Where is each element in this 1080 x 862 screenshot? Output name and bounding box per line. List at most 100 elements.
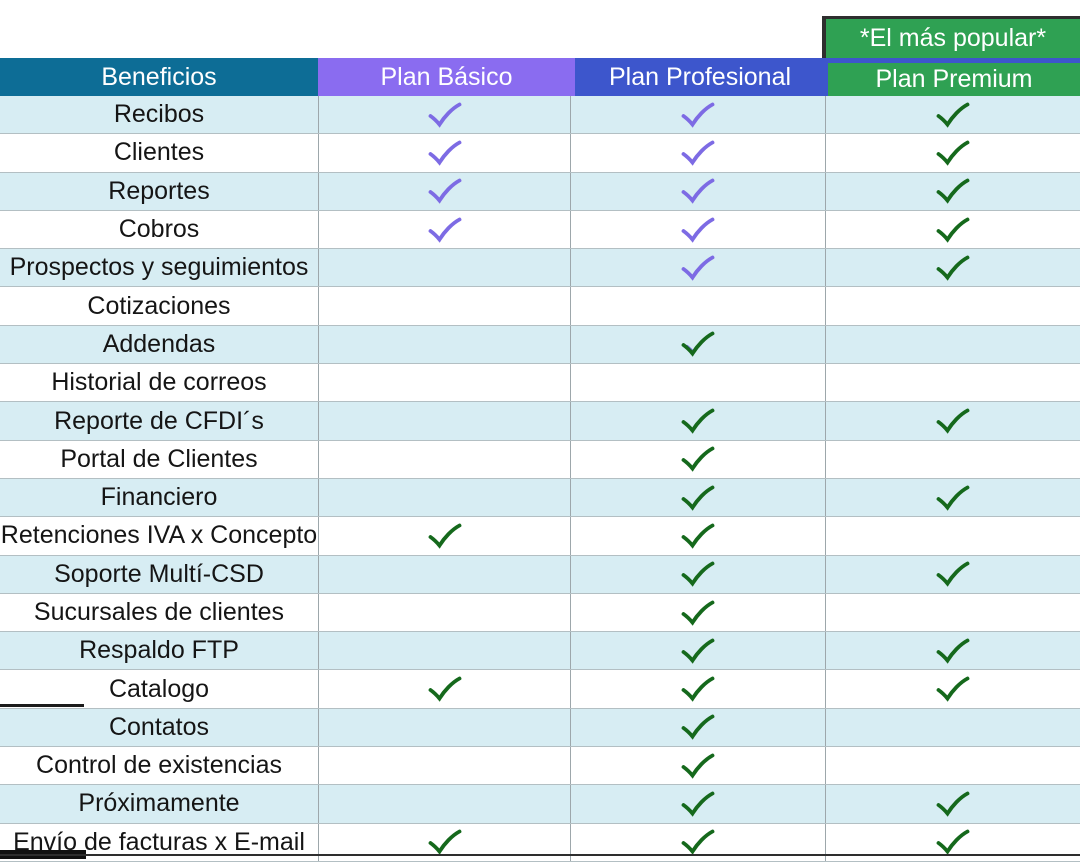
plan-profesional-cell xyxy=(570,440,825,478)
row-label: Soporte Multí-CSD xyxy=(54,559,264,588)
row-label: Cobros xyxy=(118,215,200,244)
row-label: Catalogo xyxy=(108,674,210,703)
header-cell-plan-basico: Plan Básico xyxy=(318,58,575,96)
plan-profesional-cell xyxy=(570,593,825,632)
header-cell-beneficios: Beneficios xyxy=(0,58,318,96)
plan-premium-cell xyxy=(825,440,1080,478)
table-row: Clientes xyxy=(0,134,1080,173)
plan-profesional-cell xyxy=(570,134,825,172)
table-row: Recibos xyxy=(0,96,1080,135)
plan-basico-cell xyxy=(318,593,570,632)
check-icon-green xyxy=(936,676,970,702)
most-popular-banner-label: *El más popular* xyxy=(859,24,1047,52)
check-icon-green xyxy=(936,829,970,856)
row-label: Recibos xyxy=(113,100,205,129)
plan-basico-cell xyxy=(318,402,570,440)
check-icon-purple xyxy=(428,102,461,128)
check-icon-green xyxy=(681,829,715,856)
table-row: Respaldo FTP xyxy=(0,632,1080,671)
plan-basico-cell xyxy=(318,632,570,670)
header-label-plan-profesional: Plan Profesional xyxy=(608,62,792,91)
most-popular-banner: *El más popular* xyxy=(822,16,1080,58)
plan-profesional-cell xyxy=(570,823,825,861)
row-label: Próximamente xyxy=(78,789,240,818)
table-row: Prospectos y seguimientos xyxy=(0,249,1080,288)
row-label: Prospectos y seguimientos xyxy=(9,253,309,282)
plan-profesional-cell xyxy=(570,517,825,555)
plan-basico-cell xyxy=(318,364,570,402)
plan-premium-cell xyxy=(825,632,1080,670)
check-icon-purple xyxy=(428,140,461,166)
table-row: Cotizaciones xyxy=(0,287,1080,326)
plan-premium-cell xyxy=(825,172,1080,210)
comparison-table-body: Recibos Clientes Reportes Cobros Prospec… xyxy=(0,96,1080,862)
plan-basico-cell xyxy=(318,210,570,249)
plan-profesional-cell xyxy=(570,747,825,785)
table-row: Addendas xyxy=(0,325,1080,365)
check-icon-green xyxy=(936,791,970,817)
plan-basico-cell xyxy=(318,823,570,861)
header-label-beneficios: Beneficios xyxy=(101,62,217,91)
check-icon-green xyxy=(936,561,970,587)
plan-basico-cell xyxy=(318,440,570,478)
plan-basico-cell xyxy=(318,555,570,593)
table-row: Portal de Clientes xyxy=(0,440,1080,479)
check-icon-green xyxy=(936,638,970,664)
plan-premium-cell xyxy=(825,823,1080,861)
check-icon-green xyxy=(936,102,970,128)
plan-premium-cell xyxy=(825,555,1080,593)
check-icon-green xyxy=(428,676,461,702)
table-row: Financiero xyxy=(0,478,1080,518)
check-icon-green xyxy=(936,178,970,204)
table-header-row: Beneficios Plan Básico Plan Profesional xyxy=(0,58,1080,96)
check-icon-purple xyxy=(428,217,461,243)
plan-premium-cell xyxy=(825,402,1080,440)
row-label: Reporte de CFDI´s xyxy=(54,406,264,435)
check-icon-green xyxy=(681,638,715,664)
check-icon-purple xyxy=(681,217,715,243)
plan-basico-cell xyxy=(318,287,570,325)
plan-basico-cell xyxy=(318,478,570,517)
catalogo-row-underline xyxy=(0,704,84,707)
plan-premium-cell xyxy=(825,287,1080,325)
plan-premium-cell xyxy=(825,364,1080,402)
check-icon-green xyxy=(681,600,715,626)
check-icon-green xyxy=(681,714,715,741)
check-icon-purple xyxy=(681,102,715,128)
check-icon-green xyxy=(428,829,461,856)
row-label: Portal de Clientes xyxy=(60,444,258,473)
check-icon-green xyxy=(936,140,970,166)
plan-profesional-cell xyxy=(570,96,825,134)
row-label: Retenciones IVA x Concepto xyxy=(0,521,318,550)
row-label: Financiero xyxy=(100,483,218,512)
plan-basico-cell xyxy=(318,785,570,823)
table-row: Catalogo xyxy=(0,670,1080,709)
check-icon-green xyxy=(681,561,715,587)
table-row: Sucursales de clientes xyxy=(0,593,1080,633)
plan-premium-cell xyxy=(825,249,1080,287)
row-label: Contatos xyxy=(108,712,210,741)
check-icon-green xyxy=(681,753,715,779)
header-label-plan-premium: Plan Premium xyxy=(875,65,1033,93)
header-label-plan-basico: Plan Básico xyxy=(380,62,513,91)
check-icon-green xyxy=(681,332,715,358)
check-icon-green xyxy=(681,676,715,702)
plan-premium-cell xyxy=(825,785,1080,823)
plan-basico-cell xyxy=(318,96,570,134)
table-row: Control de existencias xyxy=(0,747,1080,786)
row-label: Cotizaciones xyxy=(87,291,231,320)
plan-profesional-cell xyxy=(570,287,825,325)
plan-profesional-cell xyxy=(570,249,825,287)
table-row: Contatos xyxy=(0,708,1080,748)
plan-premium-cell xyxy=(825,670,1080,708)
plan-premium-cell xyxy=(825,325,1080,364)
plan-profesional-cell xyxy=(570,555,825,593)
plan-premium-cell xyxy=(825,96,1080,134)
plan-basico-cell xyxy=(318,747,570,785)
row-label: Sucursales de clientes xyxy=(33,598,285,626)
table-bottom-border xyxy=(0,854,1080,856)
check-icon-green xyxy=(681,408,715,434)
plan-premium-cell xyxy=(825,517,1080,555)
plan-basico-cell xyxy=(318,325,570,364)
